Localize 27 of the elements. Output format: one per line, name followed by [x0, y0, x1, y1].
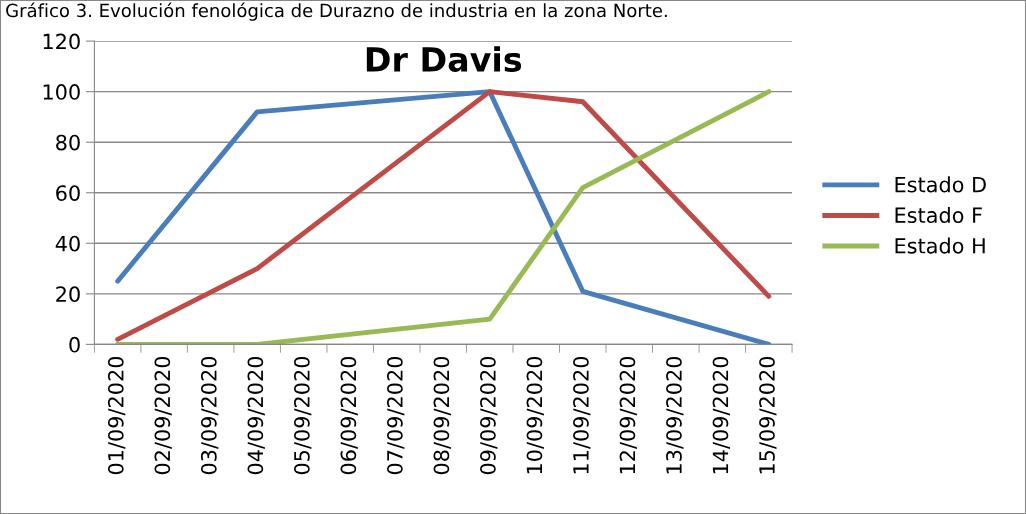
x-tick-label: 04/09/2020	[247, 356, 265, 475]
y-tick-label: 0	[69, 336, 80, 353]
y-tick-label: 20	[56, 286, 80, 303]
legend-label: Estado D	[895, 176, 986, 193]
text: Gráfico 3. Evolución fenológica de Durazno de industria en la zona Norte.	[6, 2, 667, 21]
x-tick-label: 14/09/2020	[712, 356, 730, 474]
x-tick-label: 11/09/2020	[573, 356, 591, 474]
y-tick-label: 100	[43, 84, 80, 100]
x-tick-label: 07/09/2020	[387, 356, 405, 475]
x-tick-label: 15/09/2020	[759, 356, 777, 474]
y-tick-label: 120	[43, 33, 80, 50]
legend-label: Estado H	[895, 237, 985, 254]
x-tick-label: 10/09/2020	[526, 356, 544, 474]
x-tick-label: 01/09/2020	[107, 356, 126, 475]
x-tick-label: 12/09/2020	[619, 356, 637, 474]
chart-title: Dr Davis	[366, 46, 522, 73]
x-tick-label: 06/09/2020	[340, 356, 358, 475]
y-tick-label: 60	[56, 185, 80, 201]
x-tick-label: 08/09/2020	[433, 356, 451, 475]
y-tick-label: 80	[56, 134, 80, 151]
x-tick-label: 05/09/2020	[293, 356, 312, 475]
x-tick-label: 02/09/2020	[154, 356, 172, 475]
y-tick-label: 40	[55, 235, 80, 252]
legend-label: Estado F	[895, 206, 982, 224]
x-tick-label: 09/09/2020	[480, 356, 498, 475]
x-tick-label: 13/09/2020	[666, 356, 684, 474]
x-tick-label: 03/09/2020	[200, 356, 219, 475]
